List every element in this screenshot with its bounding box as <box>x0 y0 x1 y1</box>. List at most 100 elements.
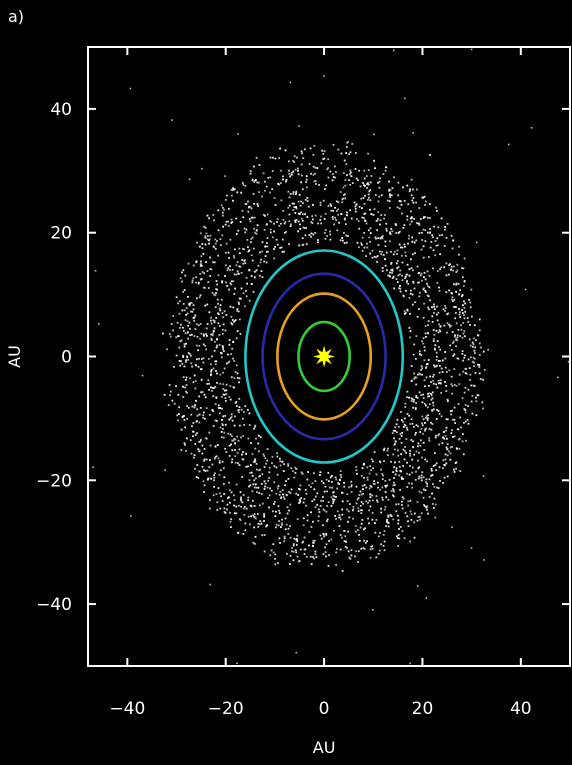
disk-particle <box>464 367 467 370</box>
disk-particle <box>198 421 201 424</box>
disk-particle <box>358 169 361 172</box>
disk-particle <box>367 229 370 232</box>
disk-particle <box>403 310 406 312</box>
disk-particle <box>351 182 354 184</box>
disk-particle <box>385 222 388 225</box>
disk-particle <box>280 497 282 499</box>
disk-particle <box>193 374 196 377</box>
disk-particle <box>192 304 195 307</box>
disk-particle <box>407 525 410 528</box>
disk-particle <box>350 175 353 177</box>
disk-particle <box>265 462 267 465</box>
disk-particle <box>222 415 225 418</box>
disk-particle <box>195 476 198 478</box>
disk-particle <box>235 364 238 367</box>
disk-particle <box>200 439 202 441</box>
disk-particle <box>288 169 290 172</box>
disk-particle <box>228 339 231 341</box>
field-particle <box>98 323 100 325</box>
disk-particle <box>191 425 193 428</box>
disk-particle <box>417 477 420 480</box>
disk-particle <box>427 512 429 515</box>
disk-particle <box>273 465 276 468</box>
disk-particle <box>332 209 334 212</box>
disk-particle <box>202 414 205 417</box>
disk-particle <box>296 156 298 159</box>
disk-particle <box>414 478 417 481</box>
disk-particle <box>255 486 258 489</box>
disk-particle <box>453 468 455 471</box>
disk-particle <box>385 227 388 230</box>
disk-particle <box>243 505 246 508</box>
disk-particle <box>433 485 436 488</box>
disk-particle <box>438 234 441 237</box>
disk-particle <box>350 491 353 493</box>
disk-particle <box>310 221 313 223</box>
disk-particle <box>322 553 325 555</box>
disk-particle <box>224 447 227 450</box>
disk-particle <box>371 518 374 521</box>
disk-particle <box>391 230 394 233</box>
disk-particle <box>381 486 384 489</box>
disk-particle <box>276 221 278 223</box>
disk-particle <box>369 496 372 499</box>
disk-particle <box>232 306 235 309</box>
x-tick-label: 20 <box>412 699 434 719</box>
disk-particle <box>409 510 412 513</box>
disk-particle <box>381 498 384 501</box>
disk-particle <box>271 188 274 190</box>
disk-particle <box>422 488 425 491</box>
disk-particle <box>475 339 477 342</box>
disk-particle <box>392 484 395 487</box>
disk-particle <box>247 437 250 440</box>
field-particle <box>94 270 97 272</box>
disk-particle <box>350 171 352 174</box>
disk-particle <box>436 237 439 240</box>
disk-particle <box>421 401 424 404</box>
disk-particle <box>217 229 220 232</box>
disk-particle <box>302 226 305 229</box>
disk-particle <box>211 334 214 337</box>
field-particle <box>416 585 419 587</box>
disk-particle <box>453 265 455 268</box>
disk-particle <box>185 342 187 345</box>
disk-particle <box>283 463 285 465</box>
disk-particle <box>263 534 266 536</box>
disk-particle <box>366 466 369 469</box>
disk-particle <box>357 179 359 181</box>
disk-particle <box>364 212 367 215</box>
disk-particle <box>269 231 272 234</box>
disk-particle <box>418 350 421 353</box>
disk-particle <box>195 261 198 264</box>
disk-particle <box>367 517 369 520</box>
disk-particle <box>358 205 361 208</box>
disk-particle <box>340 152 343 155</box>
disk-particle <box>386 269 388 272</box>
disk-particle <box>233 321 235 323</box>
disk-particle <box>422 245 425 248</box>
disk-particle <box>289 193 292 195</box>
disk-particle <box>268 494 271 497</box>
disk-particle <box>404 275 407 278</box>
disk-particle <box>451 385 454 387</box>
disk-particle <box>306 196 309 199</box>
disk-particle <box>258 492 261 494</box>
disk-particle <box>253 526 256 529</box>
disk-particle <box>397 454 400 457</box>
disk-particle <box>266 459 269 462</box>
central-star <box>313 345 336 368</box>
disk-particle <box>453 353 456 356</box>
disk-particle <box>257 525 260 528</box>
disk-particle <box>464 310 467 313</box>
disk-particle <box>412 353 415 356</box>
disk-particle <box>335 564 337 566</box>
disk-particle <box>302 501 305 504</box>
disk-particle <box>205 261 207 263</box>
disk-particle <box>254 231 256 234</box>
disk-particle <box>425 427 428 430</box>
disk-particle <box>461 294 464 296</box>
disk-particle <box>222 467 225 470</box>
disk-particle <box>295 192 297 194</box>
disk-particle <box>255 463 258 465</box>
disk-particle <box>269 156 272 159</box>
